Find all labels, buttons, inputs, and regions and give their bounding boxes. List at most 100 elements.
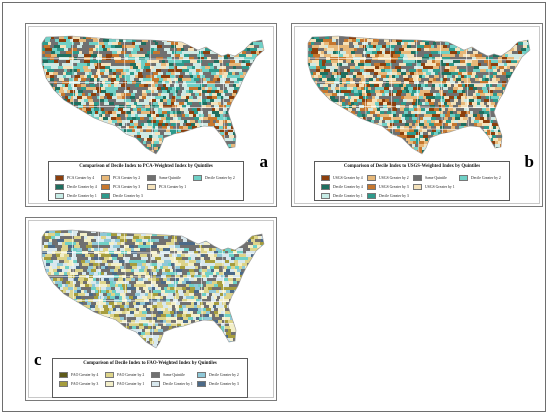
county-cell	[141, 42, 146, 45]
county-cell	[111, 45, 115, 48]
county-cell	[475, 117, 480, 120]
county-cell	[214, 126, 219, 129]
county-cell	[153, 102, 158, 105]
county-cell	[111, 153, 115, 154]
county-cell	[443, 45, 447, 48]
county-cell	[194, 156, 197, 158]
county-cell	[479, 141, 483, 144]
county-cell	[336, 84, 339, 87]
county-cell	[344, 135, 348, 138]
county-cell	[328, 72, 332, 75]
county-cell	[487, 132, 491, 135]
county-cell	[431, 45, 434, 48]
county-cell	[48, 105, 51, 108]
county-cell	[508, 54, 511, 57]
county-cell	[332, 39, 336, 42]
county-cell	[423, 96, 426, 99]
county-cell	[494, 156, 499, 158]
county-cell	[344, 114, 349, 117]
county-cell	[134, 126, 137, 129]
county-cell	[42, 75, 45, 78]
county-cell	[253, 129, 257, 132]
county-cell	[138, 114, 143, 117]
county-cell	[460, 117, 463, 120]
county-cell	[219, 108, 223, 111]
county-cell	[196, 36, 203, 39]
county-cell	[224, 30, 228, 33]
county-cell	[134, 33, 137, 36]
county-cell	[359, 156, 362, 158]
county-cell	[262, 99, 264, 102]
county-cell	[265, 63, 270, 66]
county-cell	[243, 102, 248, 105]
county-cell	[447, 111, 450, 114]
county-cell	[109, 39, 112, 42]
county-cell	[196, 114, 199, 117]
county-cell	[89, 120, 93, 123]
county-cell	[81, 114, 84, 117]
county-cell	[122, 156, 126, 158]
county-cell	[144, 227, 150, 230]
county-cell	[233, 138, 237, 141]
county-cell	[327, 132, 332, 135]
county-cell	[508, 120, 513, 123]
county-cell	[177, 138, 182, 141]
county-cell	[215, 144, 219, 147]
county-cell	[130, 123, 134, 126]
county-cell	[341, 39, 344, 42]
county-cell	[525, 120, 528, 123]
county-cell	[395, 45, 402, 48]
county-cell	[450, 30, 453, 33]
county-cell	[396, 93, 401, 96]
county-cell	[424, 120, 427, 123]
county-cell	[419, 144, 424, 147]
county-cell	[246, 135, 250, 138]
county-cell	[188, 141, 192, 144]
county-cell	[57, 120, 61, 123]
county-cell	[368, 141, 371, 144]
county-cell	[247, 87, 252, 90]
county-cell	[462, 33, 466, 36]
county-cell	[198, 135, 202, 138]
county-cell	[492, 135, 496, 138]
county-cell	[241, 96, 246, 99]
county-cell	[166, 63, 169, 66]
county-cell	[509, 42, 514, 45]
county-cell	[476, 57, 482, 60]
county-cell	[383, 132, 388, 135]
county-cell	[441, 72, 446, 75]
county-cell	[451, 120, 454, 123]
county-cell	[425, 42, 429, 45]
county-cell	[480, 126, 484, 129]
county-cell	[142, 90, 146, 93]
county-cell	[510, 108, 513, 111]
county-cell	[409, 126, 412, 129]
county-cell	[37, 141, 40, 144]
county-cell	[491, 129, 494, 132]
county-cell	[187, 120, 190, 123]
county-cell	[474, 147, 477, 150]
county-cell	[303, 81, 308, 84]
county-cell	[308, 51, 311, 54]
county-cell	[308, 57, 310, 60]
county-cell	[32, 138, 36, 141]
county-cell	[144, 117, 149, 120]
county-cell	[116, 111, 121, 114]
county-cell	[511, 39, 514, 42]
county-cell	[210, 36, 215, 39]
county-cell	[42, 99, 43, 102]
county-cell	[113, 132, 116, 135]
county-cell	[189, 90, 193, 93]
county-cell	[414, 153, 418, 154]
county-cell	[100, 227, 106, 230]
county-cell	[109, 72, 113, 75]
county-cell	[252, 123, 256, 126]
county-cell	[212, 129, 215, 132]
county-cell	[308, 66, 309, 69]
county-cell	[370, 114, 373, 117]
county-cell	[45, 153, 50, 154]
county-cell	[109, 30, 115, 33]
county-cell	[354, 132, 359, 135]
county-cell	[156, 117, 161, 120]
legend-swatch	[413, 174, 422, 181]
